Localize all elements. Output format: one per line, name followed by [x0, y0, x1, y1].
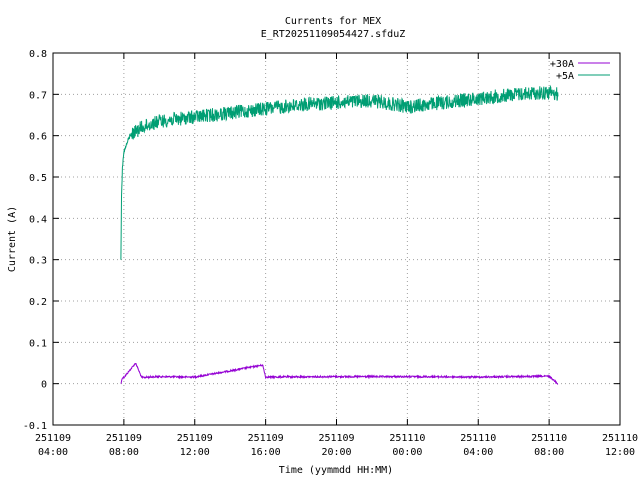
x-tick-time-label: 16:00	[251, 447, 281, 458]
legend: +30A+5A	[550, 59, 610, 82]
x-tick-date-label: 251109	[318, 433, 354, 444]
x-tick-date-label: 251109	[106, 433, 142, 444]
y-tick-label: 0.8	[29, 49, 47, 60]
y-tick-label: 0	[41, 380, 47, 391]
x-tick-time-label: 00:00	[392, 447, 422, 458]
y-tick-label: 0.7	[29, 90, 47, 101]
data-traces	[120, 84, 559, 385]
y-axis-label: Current (A)	[7, 206, 18, 272]
x-tick-date-label: 251109	[35, 433, 71, 444]
x-tick-date-label: 251109	[177, 433, 213, 444]
chart-title: Currents for MEX	[285, 16, 381, 27]
chart-subtitle: E_RT20251109054427.sfduZ	[261, 29, 406, 40]
x-tick-time-label: 20:00	[321, 447, 351, 458]
x-tick-date-label: 251110	[602, 433, 638, 444]
y-tick-label: 0.1	[29, 338, 47, 349]
x-tick-time-label: 08:00	[109, 447, 139, 458]
y-tick-label: 0.6	[29, 132, 47, 143]
legend-label: +30A	[550, 59, 574, 70]
y-tick-label: 0.4	[29, 214, 47, 225]
x-tick-time-label: 04:00	[463, 447, 493, 458]
x-tick-date-label: 251109	[248, 433, 284, 444]
x-tick-date-label: 251110	[389, 433, 425, 444]
x-tick-time-label: 04:00	[38, 447, 68, 458]
y-tick-label: 0.3	[29, 256, 47, 267]
axis-ticks: -0.1 0 0.1 0.2 0.3 0.4 0.5 0.6 0.7 0.8 251109 04:00…	[23, 49, 638, 458]
series-line-30a	[120, 363, 559, 385]
x-tick-date-label: 251110	[531, 433, 567, 444]
legend-label: +5A	[556, 71, 574, 82]
x-tick-date-label: 251110	[460, 433, 496, 444]
x-tick-time-label: 12:00	[605, 447, 635, 458]
y-tick-label: 0.5	[29, 173, 47, 184]
x-axis-label: Time (yymmdd HH:MM)	[279, 465, 393, 476]
y-tick-label: 0.2	[29, 297, 47, 308]
x-tick-time-label: 08:00	[534, 447, 564, 458]
series-line-5a	[120, 84, 559, 260]
y-tick-label: -0.1	[23, 421, 47, 432]
x-tick-time-label: 12:00	[180, 447, 210, 458]
